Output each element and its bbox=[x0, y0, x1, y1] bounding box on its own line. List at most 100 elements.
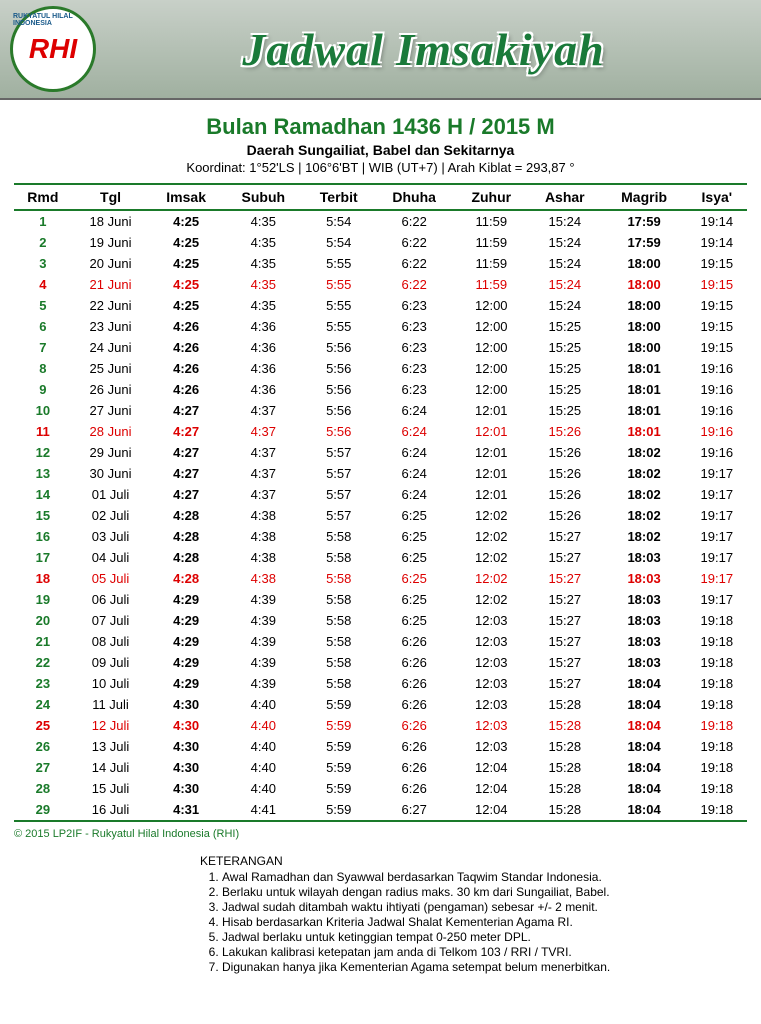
cell-terbit: 5:55 bbox=[304, 316, 374, 337]
cell-tgl: 28 Juni bbox=[72, 421, 150, 442]
cell-tgl: 24 Juni bbox=[72, 337, 150, 358]
cell-rmd: 14 bbox=[14, 484, 72, 505]
note-item: Hisab berdasarkan Kriteria Jadwal Shalat… bbox=[222, 915, 761, 929]
cell-imsak: 4:25 bbox=[149, 232, 223, 253]
cell-terbit: 5:55 bbox=[304, 274, 374, 295]
col-8: Magrib bbox=[602, 184, 687, 210]
cell-rmd: 4 bbox=[14, 274, 72, 295]
cell-terbit: 5:58 bbox=[304, 673, 374, 694]
table-row: 1603 Juli4:284:385:586:2512:0215:2718:02… bbox=[14, 526, 747, 547]
cell-zuhur: 12:02 bbox=[455, 526, 528, 547]
cell-dhuha: 6:26 bbox=[374, 631, 455, 652]
cell-ashar: 15:26 bbox=[528, 421, 602, 442]
cell-dhuha: 6:26 bbox=[374, 736, 455, 757]
cell-zuhur: 12:03 bbox=[455, 652, 528, 673]
cell-subuh: 4:37 bbox=[223, 484, 304, 505]
table-row: 320 Juni4:254:355:556:2211:5915:2418:001… bbox=[14, 253, 747, 274]
col-2: Imsak bbox=[149, 184, 223, 210]
cell-tgl: 18 Juni bbox=[72, 210, 150, 232]
cell-zuhur: 12:01 bbox=[455, 484, 528, 505]
col-9: Isya' bbox=[687, 184, 747, 210]
col-1: Tgl bbox=[72, 184, 150, 210]
cell-rmd: 13 bbox=[14, 463, 72, 484]
cell-subuh: 4:40 bbox=[223, 736, 304, 757]
cell-subuh: 4:40 bbox=[223, 757, 304, 778]
cell-ashar: 15:26 bbox=[528, 463, 602, 484]
cell-ashar: 15:27 bbox=[528, 610, 602, 631]
cell-dhuha: 6:22 bbox=[374, 210, 455, 232]
notes-title: KETERANGAN bbox=[200, 854, 761, 868]
cell-imsak: 4:28 bbox=[149, 505, 223, 526]
cell-terbit: 5:54 bbox=[304, 232, 374, 253]
cell-dhuha: 6:22 bbox=[374, 232, 455, 253]
cell-isya: 19:14 bbox=[687, 210, 747, 232]
cell-zuhur: 12:03 bbox=[455, 610, 528, 631]
cell-rmd: 10 bbox=[14, 400, 72, 421]
cell-imsak: 4:25 bbox=[149, 295, 223, 316]
col-4: Terbit bbox=[304, 184, 374, 210]
cell-magrib: 18:01 bbox=[602, 379, 687, 400]
cell-dhuha: 6:26 bbox=[374, 778, 455, 799]
cell-zuhur: 12:00 bbox=[455, 337, 528, 358]
table-row: 1027 Juni4:274:375:566:2412:0115:2518:01… bbox=[14, 400, 747, 421]
cell-subuh: 4:38 bbox=[223, 526, 304, 547]
cell-imsak: 4:26 bbox=[149, 358, 223, 379]
cell-dhuha: 6:27 bbox=[374, 799, 455, 821]
cell-tgl: 06 Juli bbox=[72, 589, 150, 610]
cell-isya: 19:16 bbox=[687, 442, 747, 463]
cell-isya: 19:17 bbox=[687, 589, 747, 610]
note-item: Digunakan hanya jika Kementerian Agama s… bbox=[222, 960, 761, 974]
cell-terbit: 5:59 bbox=[304, 715, 374, 736]
cell-subuh: 4:39 bbox=[223, 631, 304, 652]
cell-magrib: 18:01 bbox=[602, 400, 687, 421]
cell-ashar: 15:27 bbox=[528, 673, 602, 694]
cell-rmd: 18 bbox=[14, 568, 72, 589]
cell-isya: 19:18 bbox=[687, 715, 747, 736]
cell-magrib: 17:59 bbox=[602, 232, 687, 253]
cell-terbit: 5:59 bbox=[304, 736, 374, 757]
cell-dhuha: 6:25 bbox=[374, 589, 455, 610]
cell-isya: 19:16 bbox=[687, 358, 747, 379]
table-row: 2310 Juli4:294:395:586:2612:0315:2718:04… bbox=[14, 673, 747, 694]
cell-dhuha: 6:24 bbox=[374, 463, 455, 484]
cell-rmd: 28 bbox=[14, 778, 72, 799]
cell-terbit: 5:55 bbox=[304, 295, 374, 316]
cell-terbit: 5:56 bbox=[304, 379, 374, 400]
cell-imsak: 4:26 bbox=[149, 316, 223, 337]
cell-dhuha: 6:22 bbox=[374, 274, 455, 295]
cell-subuh: 4:37 bbox=[223, 442, 304, 463]
cell-isya: 19:17 bbox=[687, 463, 747, 484]
cell-zuhur: 11:59 bbox=[455, 274, 528, 295]
cell-isya: 19:15 bbox=[687, 337, 747, 358]
cell-imsak: 4:30 bbox=[149, 736, 223, 757]
title-coord: Koordinat: 1°52'LS | 106°6'BT | WIB (UT+… bbox=[0, 160, 761, 175]
cell-dhuha: 6:24 bbox=[374, 442, 455, 463]
cell-isya: 19:14 bbox=[687, 232, 747, 253]
cell-tgl: 15 Juli bbox=[72, 778, 150, 799]
cell-subuh: 4:40 bbox=[223, 715, 304, 736]
cell-subuh: 4:40 bbox=[223, 778, 304, 799]
cell-ashar: 15:25 bbox=[528, 358, 602, 379]
table-row: 1401 Juli4:274:375:576:2412:0115:2618:02… bbox=[14, 484, 747, 505]
cell-rmd: 12 bbox=[14, 442, 72, 463]
table-row: 1229 Juni4:274:375:576:2412:0115:2618:02… bbox=[14, 442, 747, 463]
cell-rmd: 11 bbox=[14, 421, 72, 442]
cell-rmd: 19 bbox=[14, 589, 72, 610]
note-item: Lakukan kalibrasi ketepatan jam anda di … bbox=[222, 945, 761, 959]
notes-list: Awal Ramadhan dan Syawwal berdasarkan Ta… bbox=[200, 870, 761, 974]
cell-dhuha: 6:25 bbox=[374, 505, 455, 526]
cell-imsak: 4:25 bbox=[149, 274, 223, 295]
cell-isya: 19:18 bbox=[687, 673, 747, 694]
cell-magrib: 18:02 bbox=[602, 463, 687, 484]
cell-ashar: 15:28 bbox=[528, 736, 602, 757]
cell-terbit: 5:56 bbox=[304, 400, 374, 421]
cell-imsak: 4:30 bbox=[149, 757, 223, 778]
cell-tgl: 11 Juli bbox=[72, 694, 150, 715]
cell-tgl: 05 Juli bbox=[72, 568, 150, 589]
cell-zuhur: 11:59 bbox=[455, 253, 528, 274]
schedule-table: RmdTglImsakSubuhTerbitDhuhaZuhurAsharMag… bbox=[14, 183, 747, 822]
cell-isya: 19:16 bbox=[687, 379, 747, 400]
cell-ashar: 15:28 bbox=[528, 778, 602, 799]
cell-ashar: 15:27 bbox=[528, 652, 602, 673]
cell-zuhur: 11:59 bbox=[455, 232, 528, 253]
